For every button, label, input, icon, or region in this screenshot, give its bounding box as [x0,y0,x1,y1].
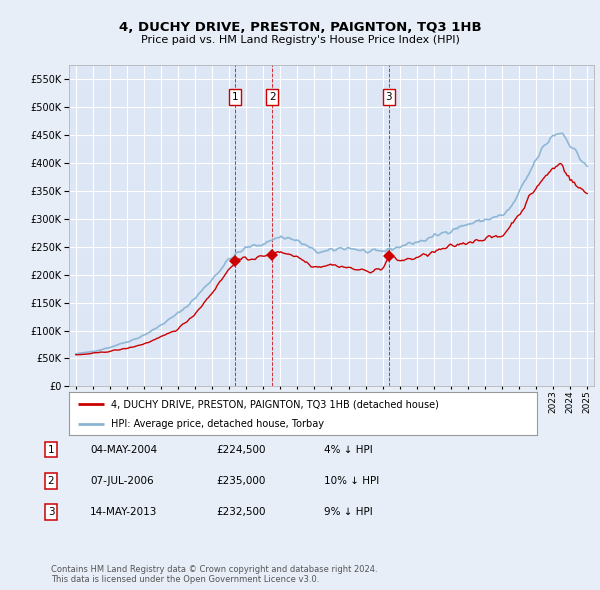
Text: HPI: Average price, detached house, Torbay: HPI: Average price, detached house, Torb… [111,419,324,429]
Text: 1: 1 [47,445,55,454]
Text: 1: 1 [232,92,238,102]
Text: 10% ↓ HPI: 10% ↓ HPI [324,476,379,486]
Text: Contains HM Land Registry data © Crown copyright and database right 2024.
This d: Contains HM Land Registry data © Crown c… [51,565,377,584]
Text: 2: 2 [47,476,55,486]
Text: 9% ↓ HPI: 9% ↓ HPI [324,507,373,517]
Text: 4, DUCHY DRIVE, PRESTON, PAIGNTON, TQ3 1HB (detached house): 4, DUCHY DRIVE, PRESTON, PAIGNTON, TQ3 1… [111,399,439,409]
Text: 3: 3 [47,507,55,517]
Text: £232,500: £232,500 [216,507,265,517]
Text: 3: 3 [386,92,392,102]
Text: 04-MAY-2004: 04-MAY-2004 [90,445,157,454]
Text: 4, DUCHY DRIVE, PRESTON, PAIGNTON, TQ3 1HB: 4, DUCHY DRIVE, PRESTON, PAIGNTON, TQ3 1… [119,21,481,34]
Text: £224,500: £224,500 [216,445,265,454]
Text: £235,000: £235,000 [216,476,265,486]
Text: 2: 2 [269,92,275,102]
Text: 4% ↓ HPI: 4% ↓ HPI [324,445,373,454]
Text: 07-JUL-2006: 07-JUL-2006 [90,476,154,486]
Text: 14-MAY-2013: 14-MAY-2013 [90,507,157,517]
Text: Price paid vs. HM Land Registry's House Price Index (HPI): Price paid vs. HM Land Registry's House … [140,35,460,45]
